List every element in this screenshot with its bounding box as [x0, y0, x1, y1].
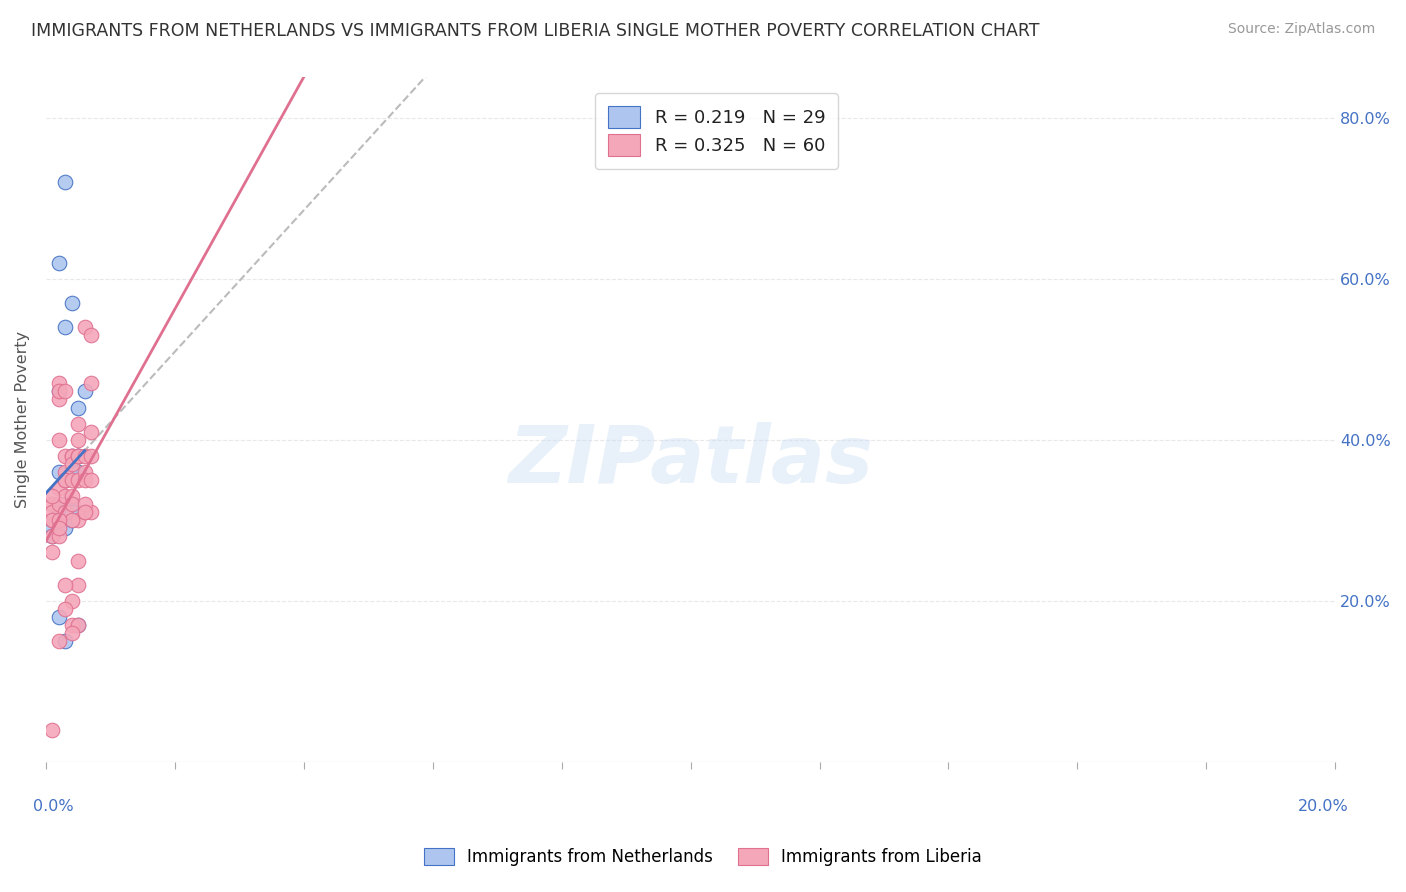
Point: [48, 529, 70, 543]
Point: [67, 433, 90, 447]
Point: [53, 384, 76, 399]
Point: [53, 320, 76, 334]
Point: [67, 449, 90, 463]
Point: [53, 489, 76, 503]
Text: 0.0%: 0.0%: [34, 799, 73, 814]
Point: [48, 513, 70, 527]
Point: [41, 521, 63, 535]
Point: [80, 473, 103, 487]
Point: [53, 634, 76, 648]
Point: [67, 465, 90, 479]
Point: [48, 255, 70, 269]
Point: [48, 497, 70, 511]
Point: [73, 505, 96, 519]
Point: [48, 376, 70, 391]
Point: [67, 553, 90, 567]
Point: [60, 513, 83, 527]
Legend: R = 0.219   N = 29, R = 0.325   N = 60: R = 0.219 N = 29, R = 0.325 N = 60: [595, 94, 838, 169]
Point: [80, 449, 103, 463]
Point: [48, 513, 70, 527]
Point: [60, 626, 83, 640]
Point: [73, 465, 96, 479]
Point: [53, 465, 76, 479]
Point: [80, 425, 103, 439]
Point: [67, 618, 90, 632]
Point: [53, 473, 76, 487]
Point: [60, 473, 83, 487]
Point: [41, 489, 63, 503]
Point: [48, 481, 70, 495]
Point: [67, 417, 90, 431]
Point: [41, 545, 63, 559]
Point: [73, 320, 96, 334]
Point: [48, 433, 70, 447]
Text: IMMIGRANTS FROM NETHERLANDS VS IMMIGRANTS FROM LIBERIA SINGLE MOTHER POVERTY COR: IMMIGRANTS FROM NETHERLANDS VS IMMIGRANT…: [31, 22, 1039, 40]
Point: [53, 175, 76, 189]
Point: [73, 473, 96, 487]
Point: [48, 384, 70, 399]
Point: [67, 449, 90, 463]
Point: [80, 328, 103, 343]
Point: [60, 449, 83, 463]
Point: [73, 497, 96, 511]
Point: [41, 513, 63, 527]
Point: [60, 449, 83, 463]
Point: [48, 384, 70, 399]
Point: [53, 473, 76, 487]
Point: [41, 505, 63, 519]
Point: [60, 489, 83, 503]
Point: [60, 505, 83, 519]
Point: [73, 384, 96, 399]
Point: [67, 401, 90, 415]
Point: [80, 505, 103, 519]
Point: [53, 521, 76, 535]
Legend: Immigrants from Netherlands, Immigrants from Liberia: Immigrants from Netherlands, Immigrants …: [416, 840, 990, 875]
Point: [41, 497, 63, 511]
Point: [53, 449, 76, 463]
Point: [60, 457, 83, 471]
Point: [53, 602, 76, 616]
Point: [53, 505, 76, 519]
Point: [73, 449, 96, 463]
Point: [48, 505, 70, 519]
Point: [41, 513, 63, 527]
Point: [60, 513, 83, 527]
Point: [48, 465, 70, 479]
Point: [67, 449, 90, 463]
Point: [80, 376, 103, 391]
Point: [48, 610, 70, 624]
Point: [41, 529, 63, 543]
Point: [60, 296, 83, 310]
Point: [60, 449, 83, 463]
Point: [48, 521, 70, 535]
Point: [60, 497, 83, 511]
Point: [73, 505, 96, 519]
Point: [53, 505, 76, 519]
Text: Source: ZipAtlas.com: Source: ZipAtlas.com: [1227, 22, 1375, 37]
Point: [48, 521, 70, 535]
Point: [67, 449, 90, 463]
Point: [67, 618, 90, 632]
Point: [60, 497, 83, 511]
Point: [60, 618, 83, 632]
Point: [41, 529, 63, 543]
Point: [41, 723, 63, 737]
Point: [53, 497, 76, 511]
Y-axis label: Single Mother Poverty: Single Mother Poverty: [15, 331, 30, 508]
Point: [53, 577, 76, 591]
Point: [60, 593, 83, 607]
Text: 20.0%: 20.0%: [1298, 799, 1348, 814]
Point: [60, 465, 83, 479]
Point: [67, 513, 90, 527]
Point: [60, 497, 83, 511]
Point: [67, 577, 90, 591]
Point: [48, 634, 70, 648]
Text: ZIPatlas: ZIPatlas: [508, 422, 873, 500]
Point: [67, 473, 90, 487]
Point: [48, 392, 70, 407]
Point: [53, 473, 76, 487]
Point: [53, 505, 76, 519]
